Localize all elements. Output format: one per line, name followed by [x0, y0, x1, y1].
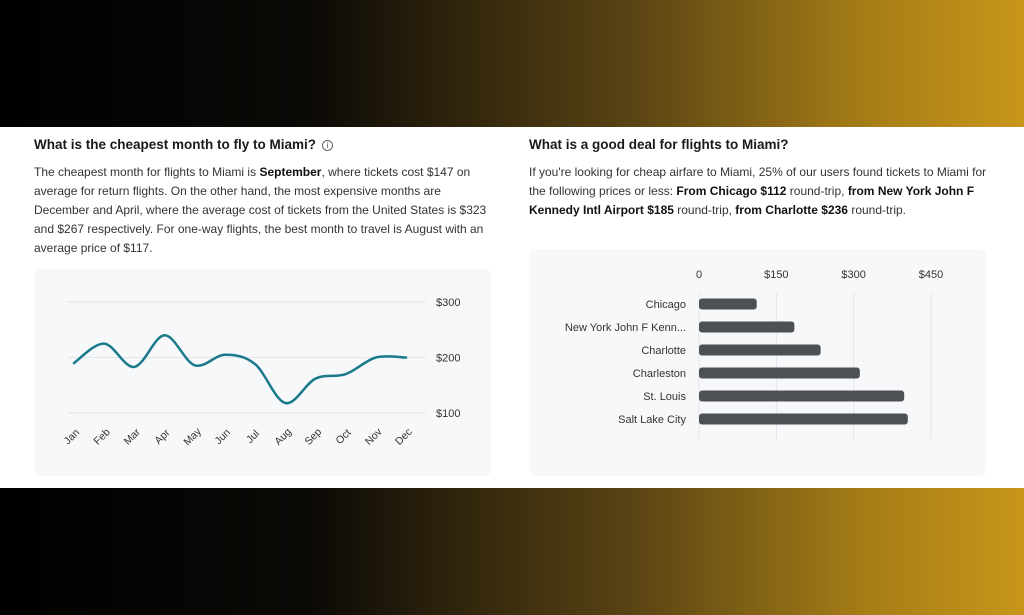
- category-label: Salt Lake City: [618, 414, 686, 426]
- x-tick-label: Nov: [363, 426, 385, 448]
- x-tick-label: Aug: [272, 426, 294, 448]
- x-tick-label: Jan: [62, 427, 83, 448]
- x-tick-label: May: [181, 425, 204, 448]
- x-tick-label: $450: [919, 269, 943, 281]
- x-tick-label: 0: [696, 269, 702, 281]
- y-tick-label: $200: [436, 353, 460, 365]
- y-tick-label: $100: [436, 408, 460, 420]
- category-label: Charleston: [633, 368, 686, 380]
- good-deal-title: What is a good deal for flights to Miami…: [529, 137, 789, 152]
- price-bar: [699, 321, 795, 333]
- cheapest-month-title: What is the cheapest month to fly to Mia…: [34, 137, 334, 152]
- x-tick-label: Apr: [152, 427, 172, 447]
- price-bar: [699, 390, 905, 402]
- price-bar: [699, 344, 821, 356]
- price-bar: [699, 298, 757, 310]
- category-label: St. Louis: [643, 391, 686, 403]
- content-panel: What is the cheapest month to fly to Mia…: [0, 127, 1024, 488]
- deal-price-chart-card: 0 $150 $300 $450 Chicago New York John F Kenn…: [529, 249, 986, 476]
- category-label: New York John F Kenn...: [565, 322, 686, 334]
- category-label: Chicago: [646, 299, 686, 311]
- price-bar: [699, 413, 908, 425]
- price-by-month-chart: $100 $200 $300 Jan Feb Mar Apr May Jun Jul Aug Sep O…: [62, 297, 461, 448]
- info-icon[interactable]: i: [322, 140, 334, 151]
- category-label: Charlotte: [641, 345, 686, 357]
- x-tick-label: Feb: [91, 426, 112, 447]
- price-bar: [699, 367, 860, 379]
- deal-price-chart: 0 $150 $300 $450 Chicago New York John F Kenn…: [565, 269, 943, 439]
- x-tick-label: $150: [764, 269, 788, 281]
- y-tick-label: $300: [436, 297, 460, 309]
- cheapest-month-paragraph: The cheapest month for flights to Miami …: [34, 165, 487, 255]
- x-tick-label: Dec: [393, 426, 415, 448]
- x-tick-label: Oct: [333, 427, 353, 447]
- x-tick-label: Jun: [213, 427, 234, 448]
- x-tick-label: Jul: [244, 428, 262, 446]
- price-line-series: [72, 334, 408, 405]
- x-tick-label: $300: [841, 269, 865, 281]
- x-tick-label: Sep: [302, 426, 324, 448]
- good-deal-paragraph: If you're looking for cheap airfare to M…: [529, 165, 987, 217]
- x-tick-label: Mar: [122, 426, 144, 448]
- price-by-month-chart-card: $100 $200 $300 Jan Feb Mar Apr May Jun Jul Aug Sep O…: [34, 269, 491, 476]
